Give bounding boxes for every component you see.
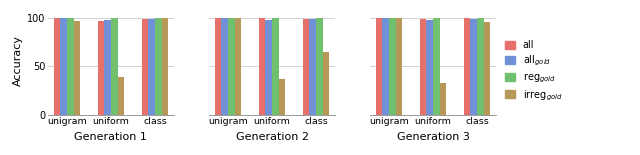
Bar bbox=[433, 18, 440, 115]
Bar bbox=[118, 77, 124, 115]
X-axis label: Generation 2: Generation 2 bbox=[236, 132, 308, 142]
Bar bbox=[323, 52, 329, 115]
Bar bbox=[396, 18, 403, 115]
Bar bbox=[303, 19, 309, 115]
Bar bbox=[309, 19, 316, 115]
Bar bbox=[60, 18, 67, 115]
Bar bbox=[440, 83, 446, 115]
Bar bbox=[141, 19, 148, 115]
Bar bbox=[161, 18, 168, 115]
Bar bbox=[111, 18, 118, 115]
Bar bbox=[376, 18, 383, 115]
Bar bbox=[235, 18, 241, 115]
Bar bbox=[104, 20, 111, 115]
Y-axis label: Accuracy: Accuracy bbox=[13, 35, 22, 86]
Bar bbox=[148, 19, 155, 115]
X-axis label: Generation 3: Generation 3 bbox=[397, 132, 470, 142]
Bar bbox=[98, 21, 104, 115]
Bar bbox=[74, 21, 80, 115]
Bar bbox=[278, 79, 285, 115]
Bar bbox=[464, 18, 470, 115]
Legend: all, all$_{\mathit{gold}}$, reg$_{\mathit{gold}}$, irreg$_{\mathit{gold}}$: all, all$_{\mathit{gold}}$, reg$_{\mathi… bbox=[506, 40, 563, 102]
Bar bbox=[272, 18, 278, 115]
Bar bbox=[383, 18, 389, 115]
Bar bbox=[470, 19, 477, 115]
Bar bbox=[221, 18, 228, 115]
X-axis label: Generation 1: Generation 1 bbox=[74, 132, 147, 142]
Bar bbox=[484, 22, 490, 115]
Bar bbox=[67, 18, 74, 115]
Bar bbox=[54, 18, 60, 115]
Bar bbox=[389, 18, 396, 115]
Bar bbox=[215, 18, 221, 115]
Bar bbox=[426, 20, 433, 115]
Bar bbox=[316, 18, 323, 115]
Bar bbox=[228, 18, 235, 115]
Bar bbox=[420, 19, 426, 115]
Bar bbox=[259, 18, 266, 115]
Bar bbox=[477, 18, 484, 115]
Bar bbox=[155, 18, 161, 115]
Bar bbox=[266, 20, 272, 115]
